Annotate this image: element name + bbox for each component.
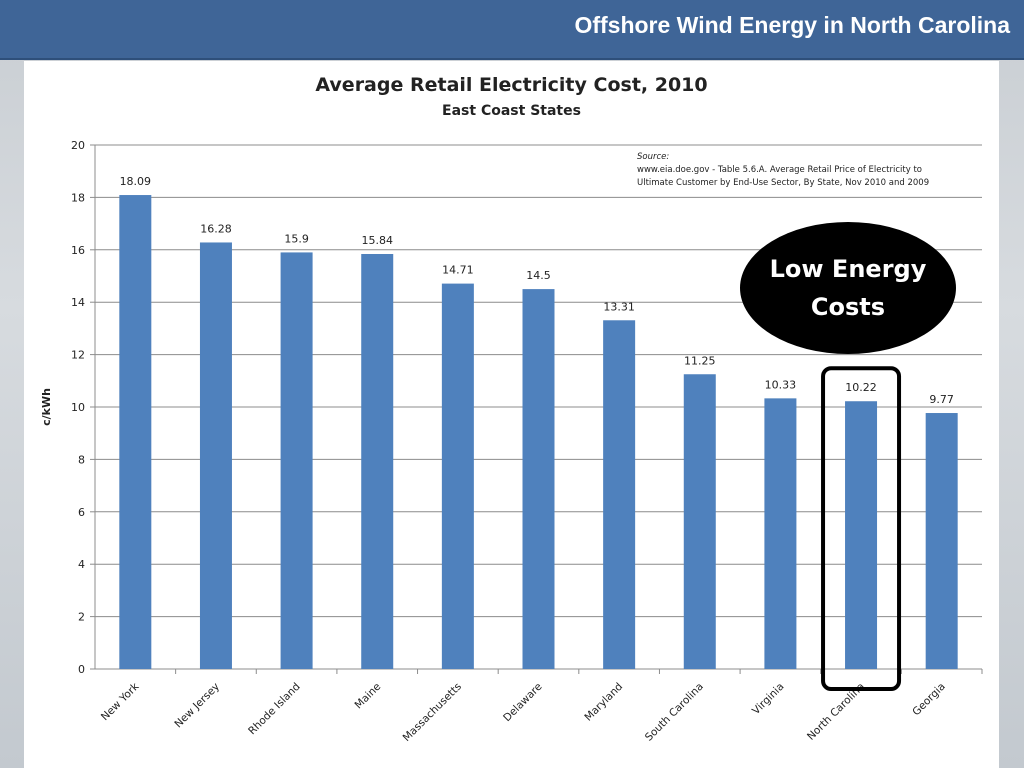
y-tick-label: 8 <box>78 453 85 466</box>
bar-new-york <box>119 195 152 670</box>
y-tick-label: 20 <box>71 139 85 152</box>
x-tick-label: New York <box>99 680 142 723</box>
x-tick-label: Delaware <box>501 681 544 724</box>
bar-south-carolina <box>683 374 716 669</box>
y-tick-label: 16 <box>71 244 85 257</box>
data-label: 10.22 <box>845 381 877 394</box>
data-label: 14.5 <box>526 269 551 282</box>
slide-title: Offshore Wind Energy in North Carolina <box>574 12 1010 38</box>
x-tick-label: Virginia <box>750 681 786 717</box>
bar-delaware <box>522 289 555 669</box>
chart-title: Average Retail Electricity Cost, 2010 <box>315 74 708 96</box>
data-label: 9.77 <box>929 393 954 406</box>
bar-maryland <box>603 320 636 669</box>
bar-georgia <box>925 413 958 669</box>
source-line-1: www.eia.doe.gov - Table 5.6.A. Average R… <box>637 165 922 175</box>
source-note: Source: www.eia.doe.gov - Table 5.6.A. A… <box>637 151 967 190</box>
callout-text: Low Energy Costs <box>769 255 927 321</box>
x-tick-label: South Carolina <box>643 681 706 744</box>
x-tick-label: Massachusetts <box>401 681 464 744</box>
bar-virginia <box>764 398 797 669</box>
x-tick-label: New Jersey <box>172 681 222 731</box>
y-tick-label: 12 <box>71 349 85 362</box>
highlight-box <box>821 366 902 691</box>
header-bar: Offshore Wind Energy in North Carolina <box>0 0 1024 60</box>
y-tick-label: 0 <box>78 663 85 676</box>
data-label: 15.9 <box>284 232 309 245</box>
y-axis-label: c/kWh <box>40 388 53 426</box>
y-tick-label: 2 <box>78 611 85 624</box>
x-tick-label: Rhode Island <box>246 681 303 738</box>
chart-panel: 0 2 4 6 8 10 12 14 16 18 20 c/kWh 18.09 New York 16.28… <box>24 61 999 768</box>
data-label: 16.28 <box>200 222 232 235</box>
y-tick-label: 18 <box>71 191 85 204</box>
bar-new-jersey <box>199 242 232 670</box>
source-line-2: Ultimate Customer by End-Use Sector, By … <box>637 178 930 188</box>
y-tick-label: 14 <box>71 296 85 309</box>
y-tick-label: 10 <box>71 401 85 414</box>
y-tick-label: 6 <box>78 506 85 519</box>
x-tick-label: Georgia <box>910 681 948 719</box>
data-label: 14.71 <box>442 264 474 277</box>
x-tick-label: Maryland <box>582 681 625 724</box>
data-label: 13.31 <box>603 300 635 313</box>
data-label: 18.09 <box>120 175 152 188</box>
data-label: 11.25 <box>684 354 716 367</box>
bar-chart: 0 2 4 6 8 10 12 14 16 18 20 c/kWh 18.09 New York 16.28… <box>40 139 983 744</box>
bar-rhode-island <box>280 252 313 670</box>
y-tick-label: 4 <box>78 558 85 571</box>
bar-north-carolina <box>845 401 878 669</box>
data-label: 15.84 <box>361 234 393 247</box>
chart-subtitle: East Coast States <box>442 103 581 119</box>
bar-maine <box>361 253 394 669</box>
data-label: 10.33 <box>765 378 797 391</box>
bar-massachusetts <box>441 283 474 669</box>
x-tick-label: Maine <box>353 681 384 712</box>
source-label: Source: <box>637 152 670 162</box>
low-energy-costs-callout: Low Energy Costs <box>740 222 956 354</box>
